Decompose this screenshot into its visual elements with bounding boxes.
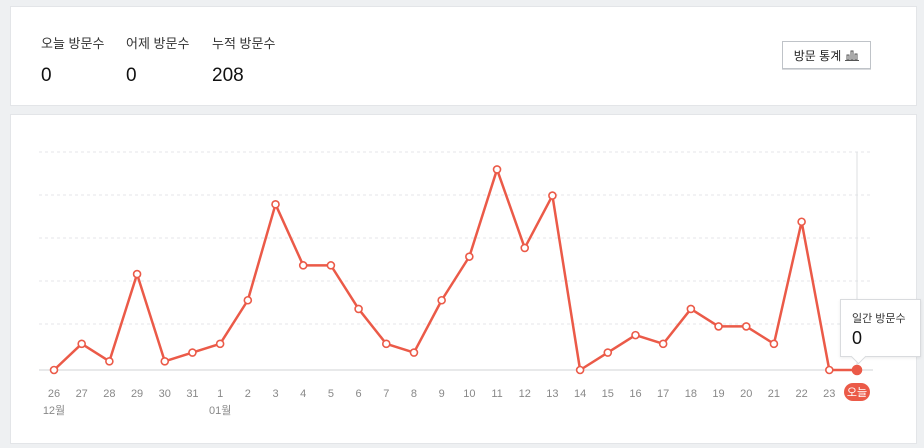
- data-point[interactable]: [106, 358, 113, 365]
- x-tick-label: 31: [186, 388, 198, 400]
- data-point[interactable]: [189, 349, 196, 356]
- data-point[interactable]: [438, 297, 445, 304]
- visitor-stats-card: 오늘 방문수 0 어제 방문수 0 누적 방문수 208 방문 통계: [10, 6, 917, 106]
- data-point[interactable]: [743, 323, 750, 330]
- x-tick-label: 6: [356, 388, 362, 400]
- x-tick-label: 1: [217, 388, 223, 400]
- x-tick-label: 9: [439, 388, 445, 400]
- data-point[interactable]: [660, 340, 667, 347]
- x-tick-label: 11: [491, 388, 502, 400]
- data-point[interactable]: [770, 340, 777, 347]
- daily-visits-tooltip: 일간 방문수 0: [840, 299, 921, 357]
- series-line: [54, 169, 857, 370]
- today-visits: 오늘 방문수 0: [41, 33, 104, 87]
- x-tick-label: 14: [574, 388, 586, 400]
- data-point[interactable]: [687, 305, 694, 312]
- x-tick-label: 29: [131, 388, 143, 400]
- yesterday-visits: 어제 방문수 0: [126, 33, 189, 87]
- today-visits-value: 0: [41, 65, 104, 87]
- x-tick-label: 27: [76, 388, 88, 400]
- daily-visits-chart-card: 26 27 28 29 30 31 1 2 3 4 5 6 7 8 9 10 11 12 13 14 15 16 17 18 1…: [10, 114, 917, 444]
- x-tick-label: 28: [103, 388, 115, 400]
- x-tick-label: 3: [272, 388, 278, 400]
- x-tick-label: 12: [519, 388, 531, 400]
- tooltip-value: 0: [852, 328, 862, 349]
- data-point[interactable]: [51, 367, 58, 374]
- data-point[interactable]: [300, 262, 307, 269]
- x-tick-label: 22: [795, 388, 807, 400]
- data-point[interactable]: [826, 367, 833, 374]
- data-point[interactable]: [604, 349, 611, 356]
- data-point[interactable]: [78, 340, 85, 347]
- data-point[interactable]: [549, 192, 556, 199]
- daily-visits-chart: 26 27 28 29 30 31 1 2 3 4 5 6 7 8 9 10 11 12 13 14 15 16 17 18 1…: [11, 115, 916, 443]
- data-point[interactable]: [383, 340, 390, 347]
- total-visits-value: 208: [212, 65, 275, 87]
- bar-chart-icon: [845, 49, 859, 61]
- tooltip-label: 일간 방문수: [852, 310, 906, 326]
- x-tick-label: 8: [411, 388, 417, 400]
- month-label: 12월: [43, 404, 65, 417]
- x-tick-label: 4: [300, 388, 306, 400]
- data-point[interactable]: [327, 262, 334, 269]
- x-tick-label: 15: [602, 388, 614, 400]
- data-point[interactable]: [217, 340, 224, 347]
- data-point[interactable]: [355, 305, 362, 312]
- x-tick-label: 26: [48, 388, 60, 400]
- total-visits: 누적 방문수 208: [212, 33, 275, 87]
- x-tick-label: 19: [712, 388, 724, 400]
- x-tick-label: 2: [245, 388, 251, 400]
- data-point[interactable]: [494, 166, 501, 173]
- x-tick-label: 16: [629, 388, 641, 400]
- x-tick-label: 13: [546, 388, 558, 400]
- data-point[interactable]: [161, 358, 168, 365]
- yesterday-visits-label: 어제 방문수: [126, 33, 189, 52]
- x-tick-label: 20: [740, 388, 752, 400]
- month-label: 01월: [209, 404, 231, 417]
- data-point[interactable]: [134, 271, 141, 278]
- data-point[interactable]: [853, 366, 862, 375]
- yesterday-visits-value: 0: [126, 65, 189, 87]
- data-point[interactable]: [632, 332, 639, 339]
- x-tick-label: 17: [657, 388, 669, 400]
- data-point[interactable]: [521, 244, 528, 251]
- x-tick-label: 오늘: [847, 386, 867, 399]
- data-point[interactable]: [715, 323, 722, 330]
- data-point[interactable]: [577, 367, 584, 374]
- data-point[interactable]: [798, 218, 805, 225]
- x-tick-label: 23: [823, 388, 835, 400]
- data-point[interactable]: [410, 349, 417, 356]
- x-tick-label: 18: [685, 388, 697, 400]
- x-tick-label: 7: [383, 388, 389, 400]
- visit-stats-button[interactable]: 방문 통계: [782, 41, 871, 69]
- data-point[interactable]: [272, 201, 279, 208]
- data-point[interactable]: [466, 253, 473, 260]
- x-tick-label: 21: [768, 388, 780, 400]
- visit-stats-button-label: 방문 통계: [794, 47, 842, 64]
- total-visits-label: 누적 방문수: [212, 33, 275, 52]
- data-point[interactable]: [244, 297, 251, 304]
- x-tick-label: 30: [159, 388, 171, 400]
- x-tick-label: 10: [463, 388, 475, 400]
- today-visits-label: 오늘 방문수: [41, 33, 104, 52]
- x-tick-label: 5: [328, 388, 334, 400]
